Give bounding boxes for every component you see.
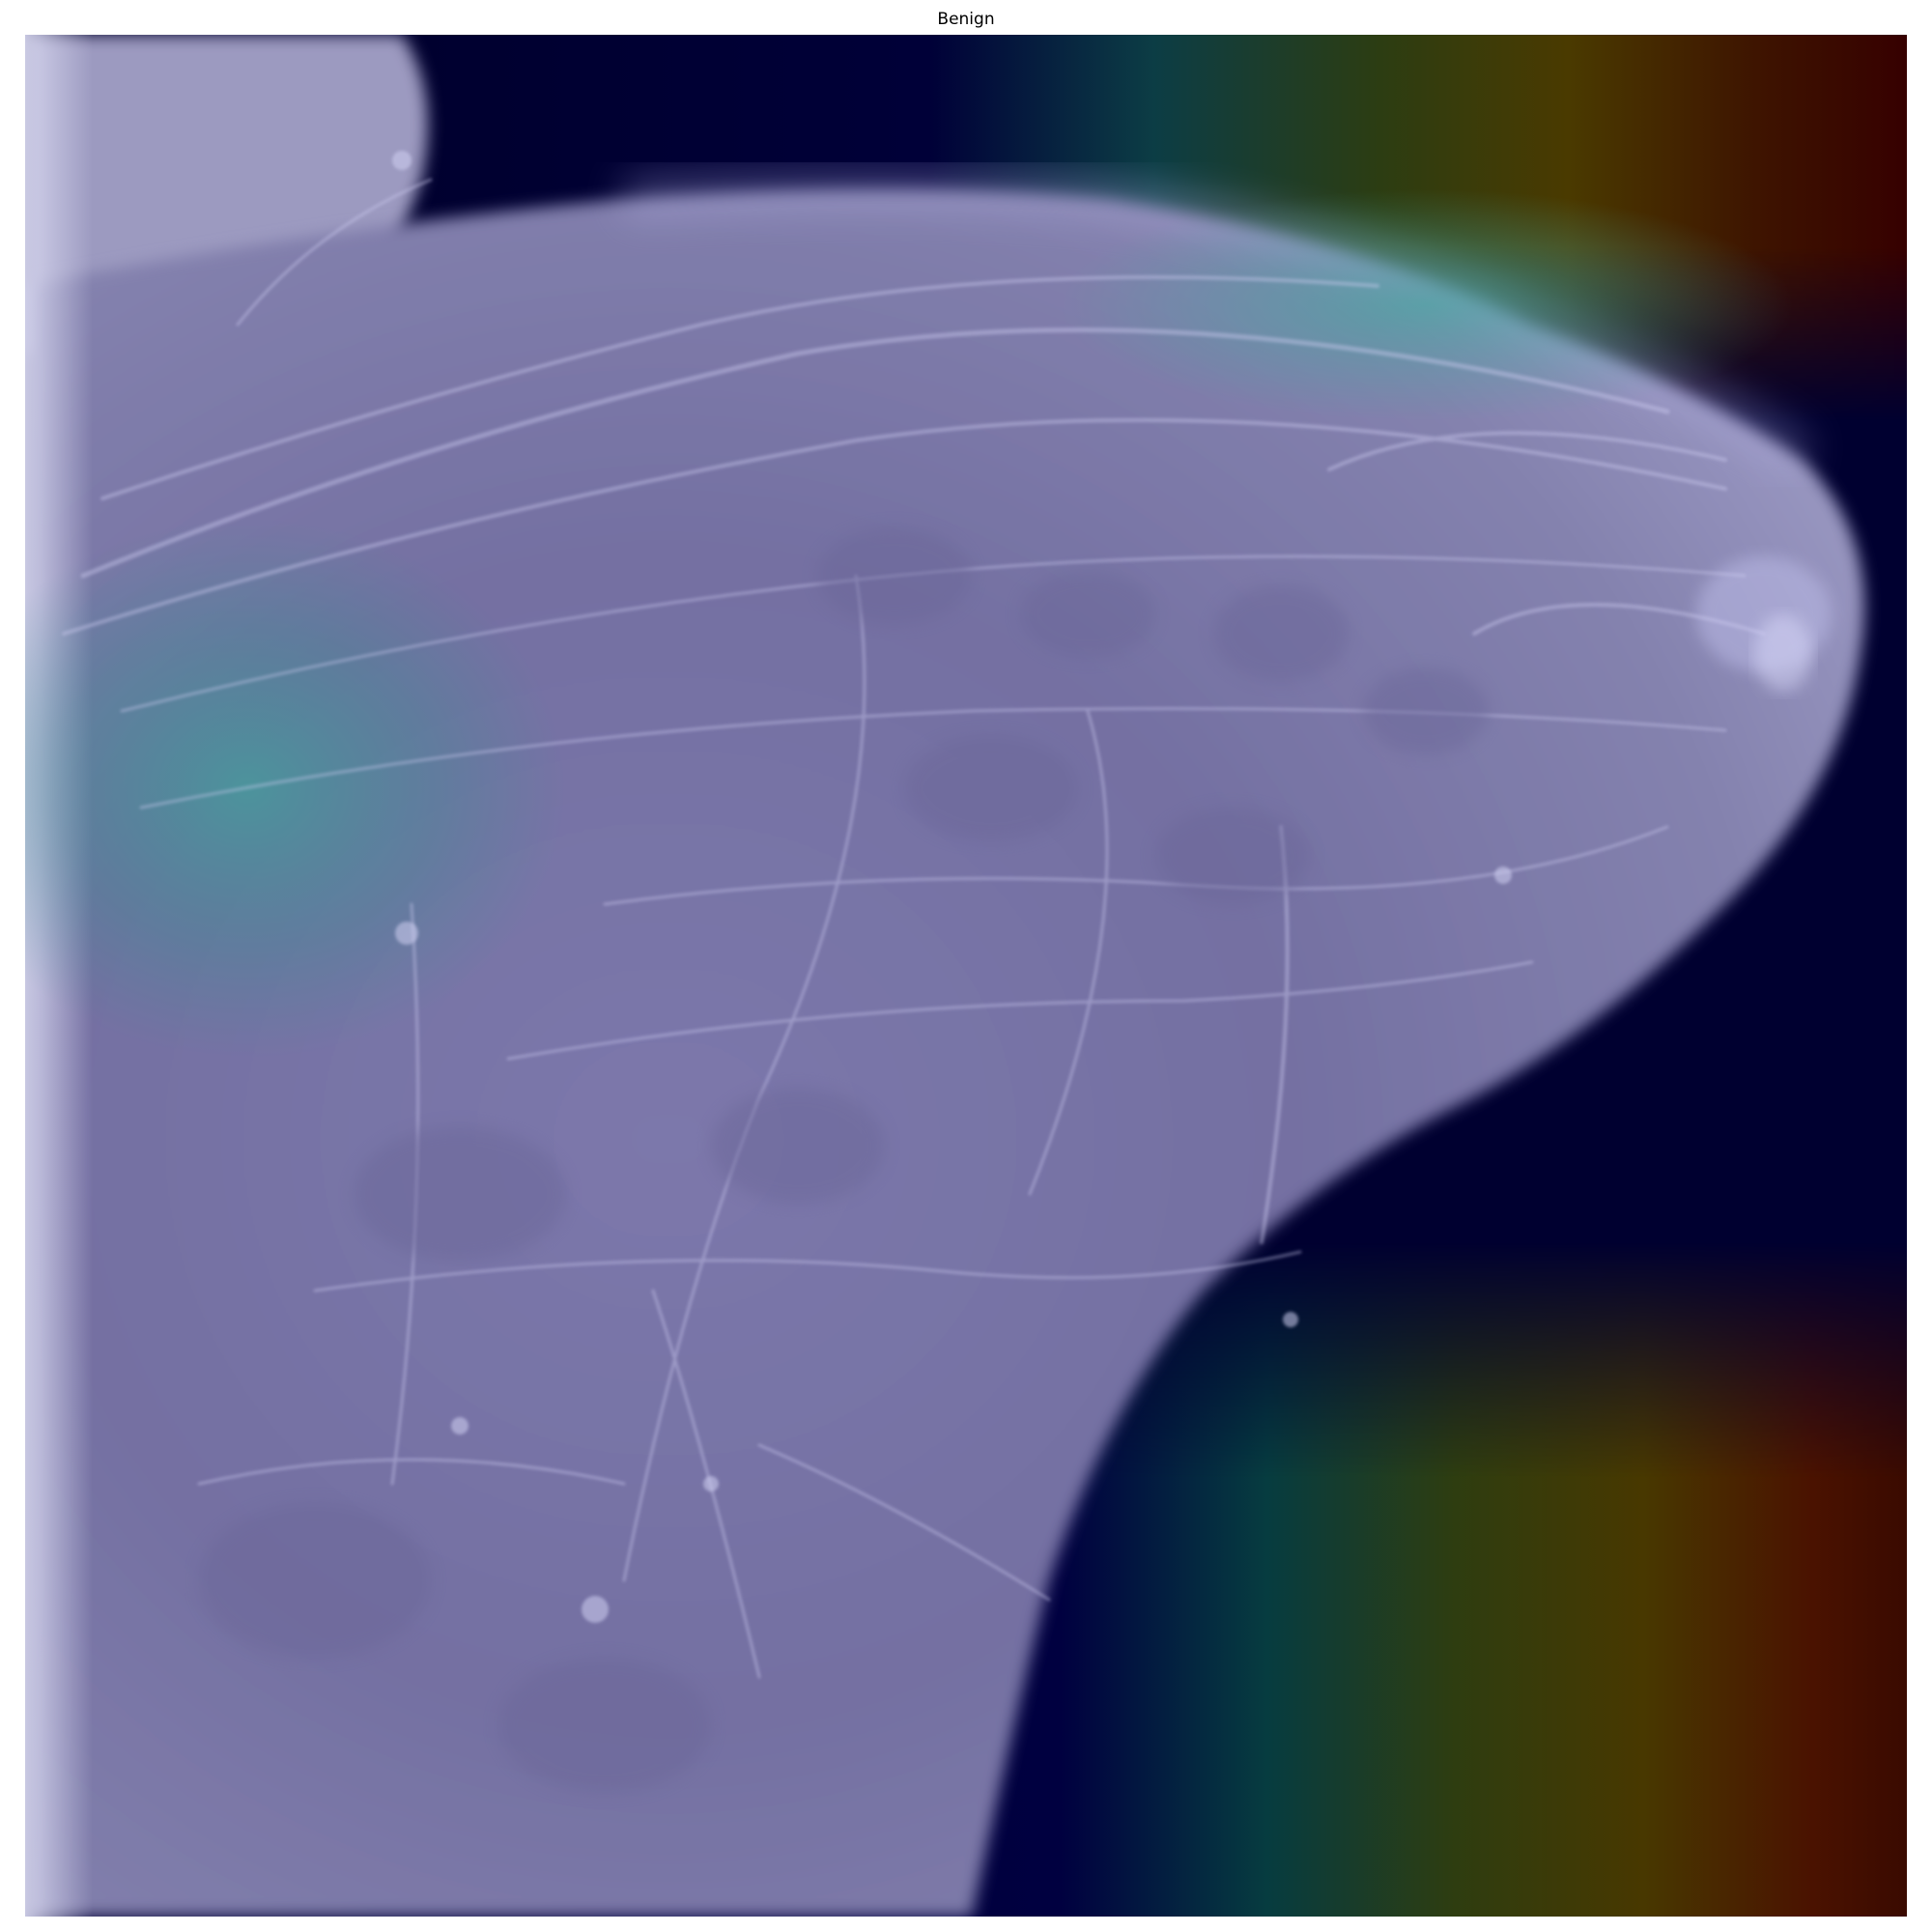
figure-title: Benign [937, 10, 995, 29]
mammogram-heatmap-image [25, 35, 1907, 1917]
